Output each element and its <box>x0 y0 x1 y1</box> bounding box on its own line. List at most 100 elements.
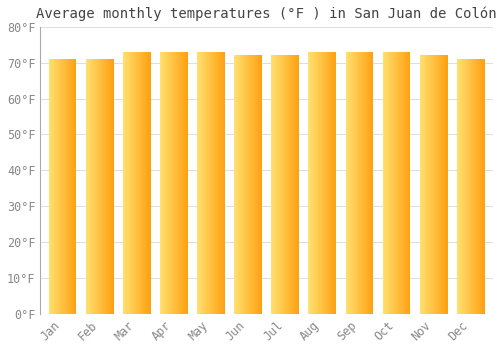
Bar <box>314 52 315 314</box>
Bar <box>241 56 242 314</box>
Bar <box>73 59 74 314</box>
Bar <box>54 59 55 314</box>
Bar <box>128 52 129 314</box>
Bar <box>436 56 437 314</box>
Bar <box>135 52 136 314</box>
Bar <box>461 59 462 314</box>
Bar <box>242 56 243 314</box>
Bar <box>140 52 141 314</box>
Bar <box>290 56 291 314</box>
Bar <box>386 52 387 314</box>
Bar <box>283 56 284 314</box>
Bar <box>245 56 246 314</box>
Bar <box>97 59 98 314</box>
Bar <box>441 56 442 314</box>
Bar <box>56 59 57 314</box>
Bar <box>420 56 421 314</box>
Bar <box>180 52 181 314</box>
Bar <box>399 52 400 314</box>
Bar <box>239 56 240 314</box>
Bar <box>197 52 198 314</box>
Bar <box>398 52 399 314</box>
Bar <box>274 56 275 314</box>
Bar <box>221 52 222 314</box>
Bar <box>350 52 351 314</box>
Bar <box>443 56 444 314</box>
Bar <box>218 52 219 314</box>
Bar <box>440 56 441 314</box>
Bar <box>480 59 481 314</box>
Bar <box>219 52 220 314</box>
Bar <box>348 52 349 314</box>
Bar <box>432 56 433 314</box>
Bar <box>51 59 52 314</box>
Bar <box>58 59 59 314</box>
Bar <box>422 56 423 314</box>
Bar <box>437 56 438 314</box>
Bar <box>212 52 213 314</box>
Bar <box>249 56 250 314</box>
Bar <box>66 59 67 314</box>
Bar <box>446 56 447 314</box>
Bar <box>438 56 439 314</box>
Bar <box>91 59 92 314</box>
Bar <box>481 59 482 314</box>
Bar <box>405 52 406 314</box>
Bar <box>477 59 478 314</box>
Bar <box>89 59 90 314</box>
Bar <box>424 56 425 314</box>
Bar <box>391 52 392 314</box>
Bar <box>163 52 164 314</box>
Bar <box>332 52 333 314</box>
Bar <box>203 52 204 314</box>
Bar <box>311 52 312 314</box>
Bar <box>257 56 258 314</box>
Bar <box>292 56 293 314</box>
Bar <box>200 52 201 314</box>
Bar <box>246 56 247 314</box>
Bar <box>64 59 65 314</box>
Bar <box>310 52 311 314</box>
Bar <box>53 59 54 314</box>
Bar <box>149 52 150 314</box>
Bar <box>185 52 186 314</box>
Bar <box>355 52 356 314</box>
Bar <box>425 56 426 314</box>
Bar <box>315 52 316 314</box>
Bar <box>286 56 287 314</box>
Bar <box>204 52 205 314</box>
Bar <box>383 52 384 314</box>
Bar <box>430 56 431 314</box>
Bar <box>428 56 429 314</box>
Bar <box>330 52 332 314</box>
Bar <box>96 59 97 314</box>
Bar <box>291 56 292 314</box>
Bar <box>148 52 149 314</box>
Bar <box>61 59 62 314</box>
Bar <box>353 52 354 314</box>
Bar <box>317 52 318 314</box>
Title: Average monthly temperatures (°F ) in San Juan de Colón: Average monthly temperatures (°F ) in Sa… <box>36 7 497 21</box>
Bar <box>90 59 91 314</box>
Bar <box>474 59 475 314</box>
Bar <box>215 52 216 314</box>
Bar <box>202 52 203 314</box>
Bar <box>164 52 165 314</box>
Bar <box>178 52 179 314</box>
Bar <box>433 56 434 314</box>
Bar <box>361 52 362 314</box>
Bar <box>206 52 207 314</box>
Bar <box>470 59 471 314</box>
Bar <box>107 59 108 314</box>
Bar <box>439 56 440 314</box>
Bar <box>67 59 68 314</box>
Bar <box>129 52 130 314</box>
Bar <box>354 52 355 314</box>
Bar <box>134 52 135 314</box>
Bar <box>186 52 188 314</box>
Bar <box>213 52 214 314</box>
Bar <box>426 56 427 314</box>
Bar <box>320 52 321 314</box>
Bar <box>447 56 448 314</box>
Bar <box>473 59 474 314</box>
